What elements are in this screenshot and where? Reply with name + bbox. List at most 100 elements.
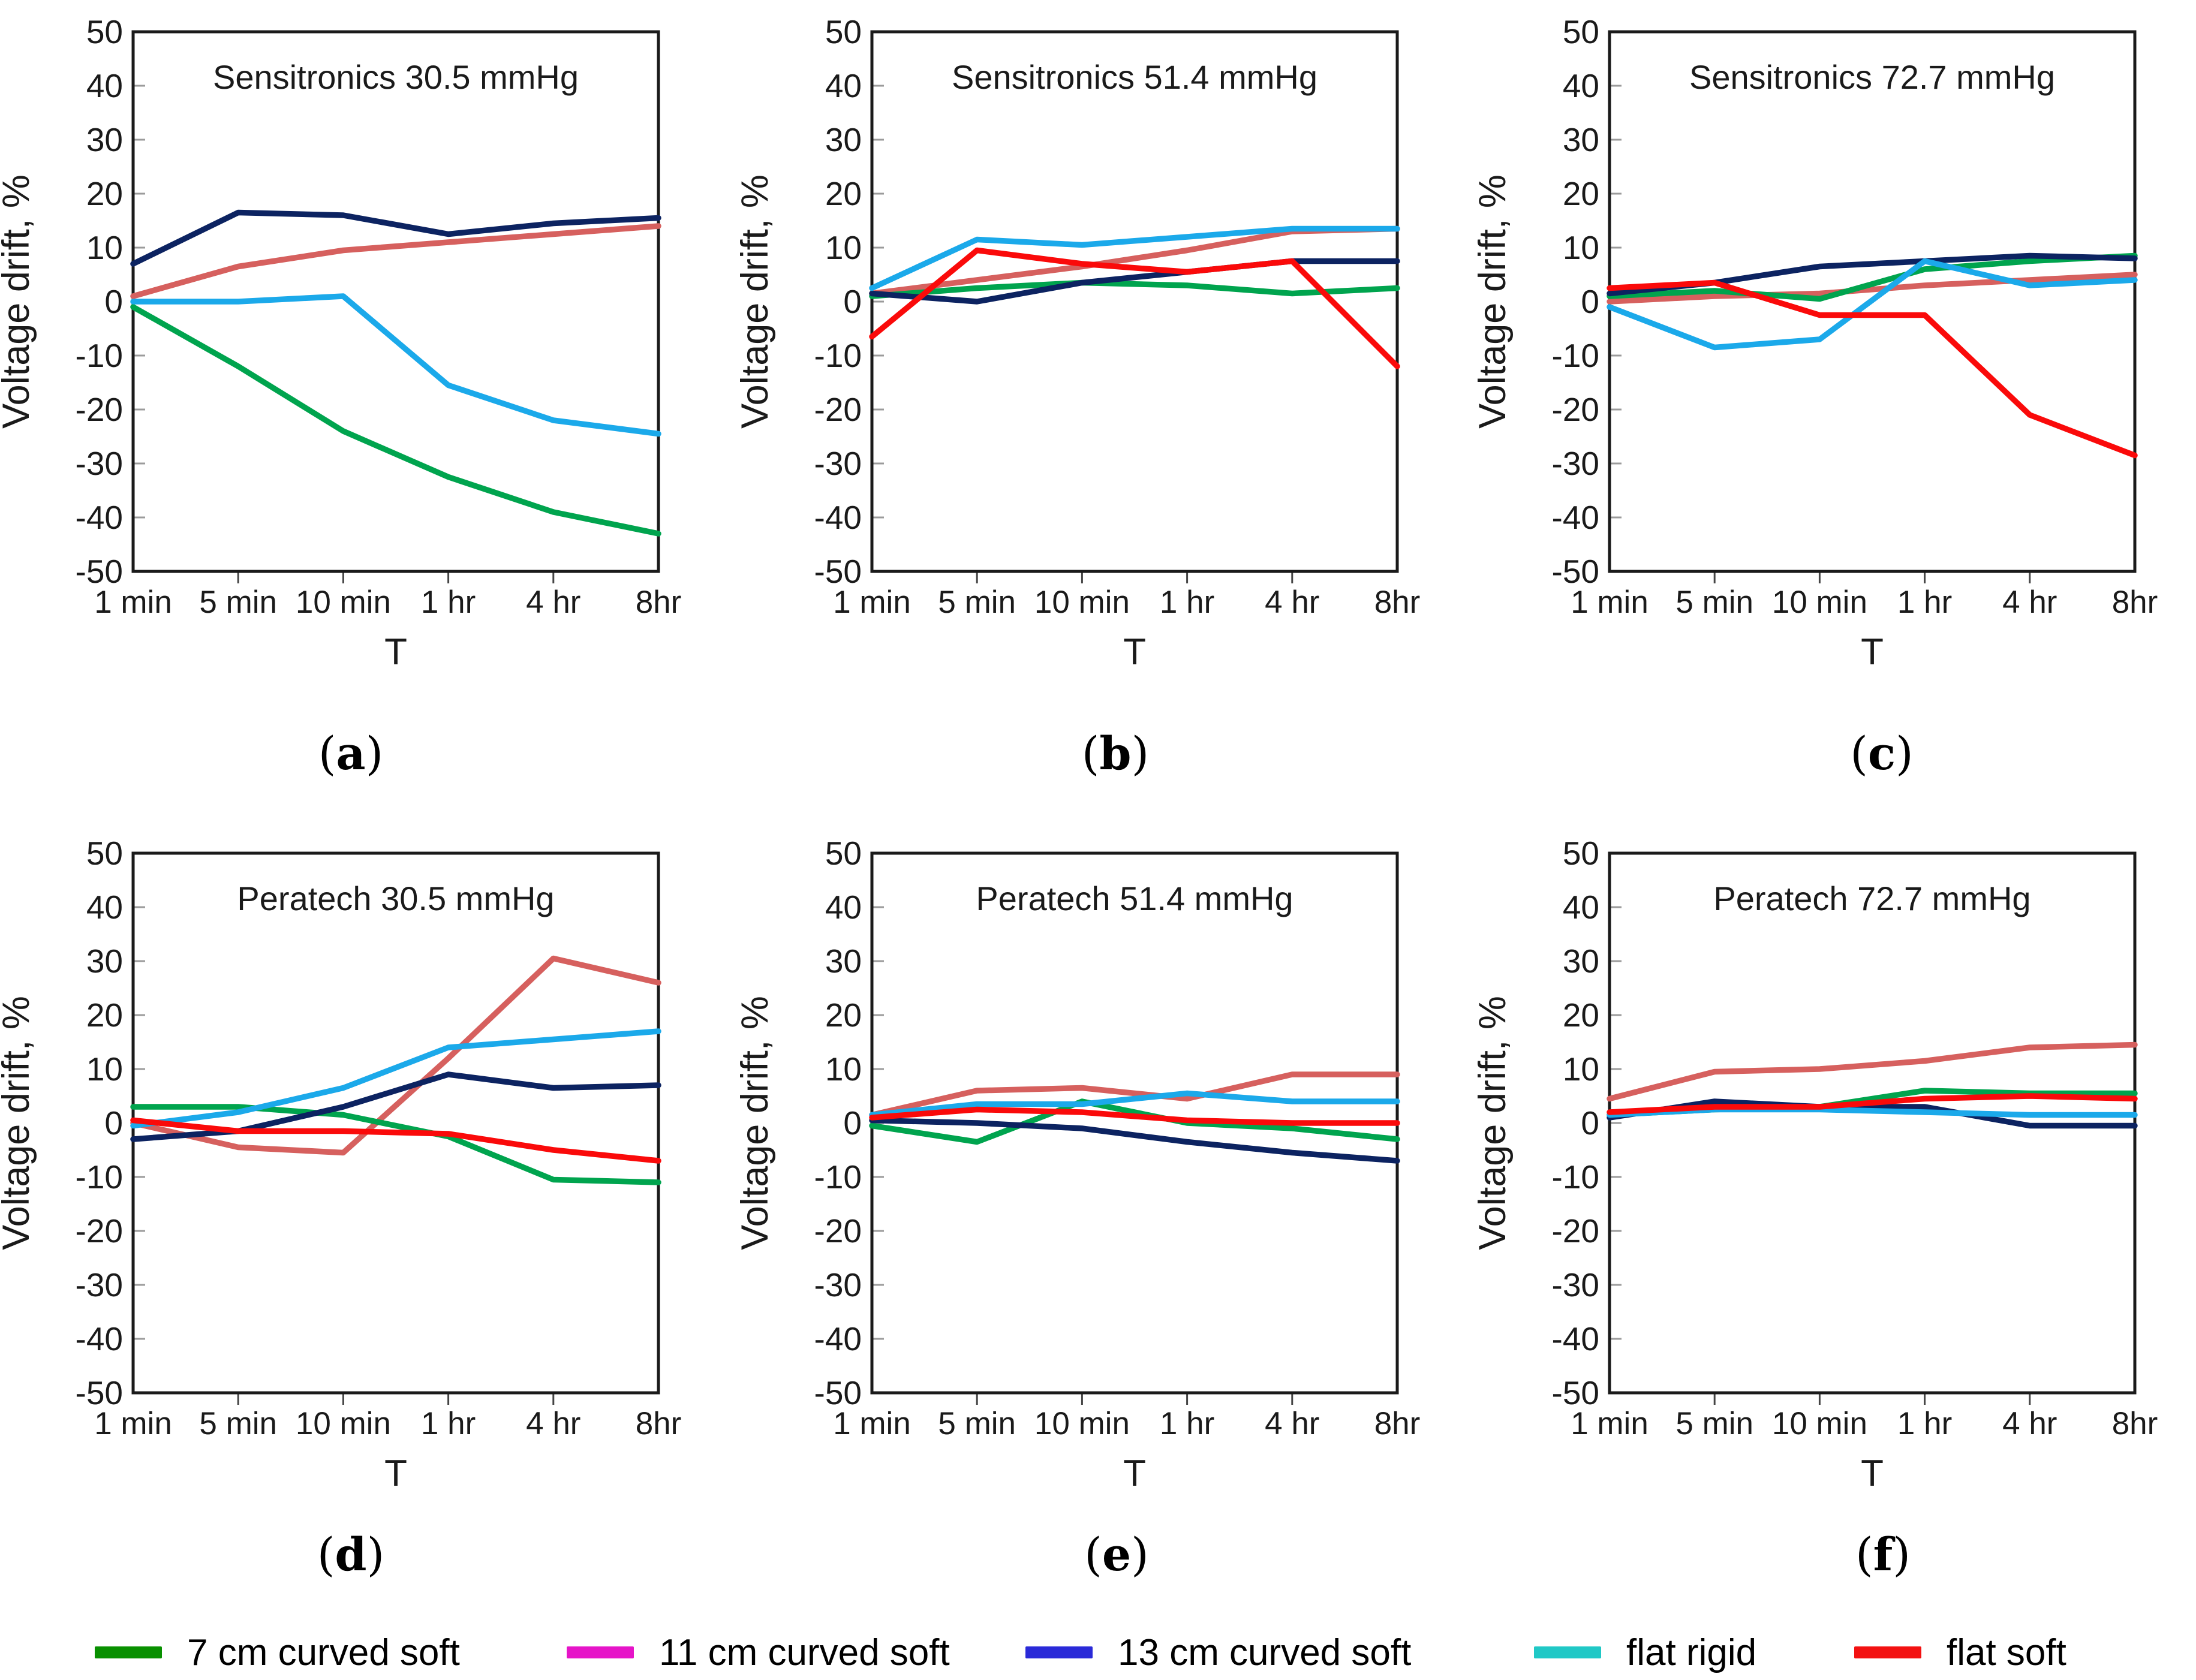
y-axis-label: Voltage drift, % (0, 174, 37, 429)
y-tick-label: 50 (825, 13, 862, 50)
caption-paren-close: ) (366, 1528, 385, 1581)
y-tick-label: -10 (1552, 337, 1600, 374)
series-line-flat-rigid (130, 1028, 661, 1129)
series-line-flat-soft (1607, 1093, 2138, 1115)
x-tick-label: 1 hr (1897, 1406, 1952, 1441)
legend-label-flat-rigid: flat rigid (1626, 1631, 1757, 1673)
chart-peratech-72-7: -50 -40 -30 -20 -10 0 10 20 30 40 50 1 min 5 min 10 m… (1476, 821, 2196, 1523)
x-axis-label: T (1861, 1453, 1884, 1494)
y-tick-label: 40 (86, 889, 123, 926)
x-tick-label: 1 min (1571, 1406, 1648, 1441)
series-line-7-cm-curved-soft (869, 279, 1400, 299)
chart-sensitronics-30-5: -50 -40 -30 -20 -10 0 10 20 30 40 50 1 min 5 min 10 m… (0, 0, 720, 701)
series-line-7-cm-curved-soft (869, 1098, 1400, 1145)
caption-letter-f: f (1873, 1528, 1893, 1581)
x-tick-label: 5 min (938, 1406, 1016, 1441)
x-tick-label: 1 min (94, 585, 172, 620)
caption-paren-close: ) (1896, 727, 1914, 780)
y-tick-label: 20 (825, 175, 862, 212)
y-tick-label: -20 (814, 1212, 862, 1250)
y-tick-label: -20 (76, 391, 124, 428)
x-tick-label: 1 hr (1160, 585, 1214, 620)
series-line-11-cm-curved-soft (1607, 1041, 2138, 1102)
y-tick-label: 20 (86, 175, 123, 212)
y-tick-label: -30 (1552, 1266, 1600, 1303)
x-tick-label: 1 hr (1160, 1406, 1214, 1441)
series-line-7-cm-curved-soft (130, 1104, 661, 1185)
x-tick-label: 1 min (833, 1406, 911, 1441)
y-tick-label: 40 (1563, 889, 1599, 926)
series-line-13-cm-curved-soft (869, 258, 1400, 305)
x-tick-label: 1 min (1571, 585, 1648, 620)
x-tick-label: 8hr (636, 1406, 682, 1441)
x-axis-label: T (1123, 631, 1146, 673)
y-tick-label: -30 (76, 445, 124, 482)
y-tick-label: 0 (1581, 1104, 1599, 1142)
y-tick-label: -20 (1552, 391, 1600, 428)
x-tick-label: 4 hr (1265, 585, 1319, 620)
chart-svg-d: -50 -40 -30 -20 -10 0 10 20 30 40 50 1 min 5 min 10 m… (0, 835, 682, 1494)
y-tick-label: 0 (104, 1104, 123, 1142)
x-tick-label: 4 hr (526, 1406, 580, 1441)
legend-item-7cm-curved-soft: 7 cm curved soft (95, 1631, 460, 1674)
x-tick-label: 10 min (296, 1406, 391, 1441)
series-line-13-cm-curved-soft (869, 1117, 1400, 1164)
chart-title: Peratech 51.4 mmHg (976, 880, 1293, 917)
y-tick-label: 40 (825, 67, 862, 104)
series-line-13-cm-curved-soft (130, 1071, 661, 1142)
y-tick-label: -30 (1552, 445, 1600, 482)
legend-label-flat-soft: flat soft (1947, 1631, 2066, 1673)
y-tick-label: -40 (814, 1320, 862, 1357)
y-tick-label: -30 (76, 1266, 124, 1303)
y-tick-label: 30 (1563, 121, 1599, 158)
x-axis-label: T (384, 1453, 407, 1494)
caption-paren-close: ) (1131, 727, 1150, 780)
y-tick-label: 40 (1563, 67, 1599, 104)
y-tick-label: 30 (86, 121, 123, 158)
legend-item-flat-soft: flat soft (1854, 1631, 2066, 1674)
x-tick-label: 4 hr (526, 585, 580, 620)
y-tick-label: -50 (814, 1374, 862, 1411)
y-tick-label: 0 (1581, 283, 1599, 320)
y-tick-label: 20 (1563, 996, 1599, 1034)
caption-d: (d) (317, 1528, 384, 1581)
y-tick-label: 10 (825, 229, 862, 266)
y-tick-label: 0 (843, 1104, 862, 1142)
legend-swatch-13cm-curved-soft (1025, 1646, 1093, 1658)
series-line-flat-rigid (1607, 258, 2138, 351)
x-tick-label: 8hr (1374, 585, 1421, 620)
caption-paren-open: ( (1855, 1528, 1873, 1581)
y-tick-label: 40 (825, 889, 862, 926)
series-line-flat-soft (130, 1117, 661, 1164)
y-axis-label: Voltage drift, % (739, 174, 776, 429)
caption-letter-d: d (335, 1528, 367, 1581)
y-tick-label: -10 (76, 1158, 124, 1196)
legend-swatch-11cm-curved-soft (567, 1646, 634, 1658)
series-line-flat-rigid (869, 1090, 1400, 1118)
x-tick-label: 4 hr (2002, 585, 2057, 620)
y-tick-label: -10 (1552, 1158, 1600, 1196)
y-tick-label: -50 (1552, 1374, 1600, 1411)
x-axis-label: T (384, 631, 407, 673)
y-tick-label: 20 (86, 996, 123, 1034)
x-tick-label: 10 min (1034, 1406, 1130, 1441)
x-tick-label: 4 hr (2002, 1406, 2057, 1441)
y-tick-label: -50 (814, 553, 862, 590)
y-tick-label: 50 (86, 13, 123, 50)
y-tick-label: 0 (843, 283, 862, 320)
caption-letter-e: e (1102, 1528, 1132, 1581)
y-tick-label: 30 (825, 121, 862, 158)
y-tick-label: 50 (1563, 13, 1599, 50)
legend-label-7cm-curved-soft: 7 cm curved soft (187, 1631, 460, 1673)
y-tick-label: 0 (104, 283, 123, 320)
y-tick-label: -40 (76, 1320, 124, 1357)
caption-paren-close: ) (1893, 1528, 1911, 1581)
y-tick-label: 10 (86, 1050, 123, 1088)
x-tick-label: 8hr (2112, 585, 2158, 620)
y-tick-label: -50 (1552, 553, 1600, 590)
chart-svg-c: -50 -40 -30 -20 -10 0 10 20 30 40 50 1 min 5 min 10 m… (1476, 13, 2158, 673)
caption-c: (c) (1850, 727, 1914, 780)
legend-label-13cm-curved-soft: 13 cm curved soft (1118, 1631, 1412, 1673)
chart-peratech-51-4: -50 -40 -30 -20 -10 0 10 20 30 40 50 1 min 5 min 10 m… (739, 821, 1458, 1523)
x-tick-label: 1 hr (421, 1406, 476, 1441)
